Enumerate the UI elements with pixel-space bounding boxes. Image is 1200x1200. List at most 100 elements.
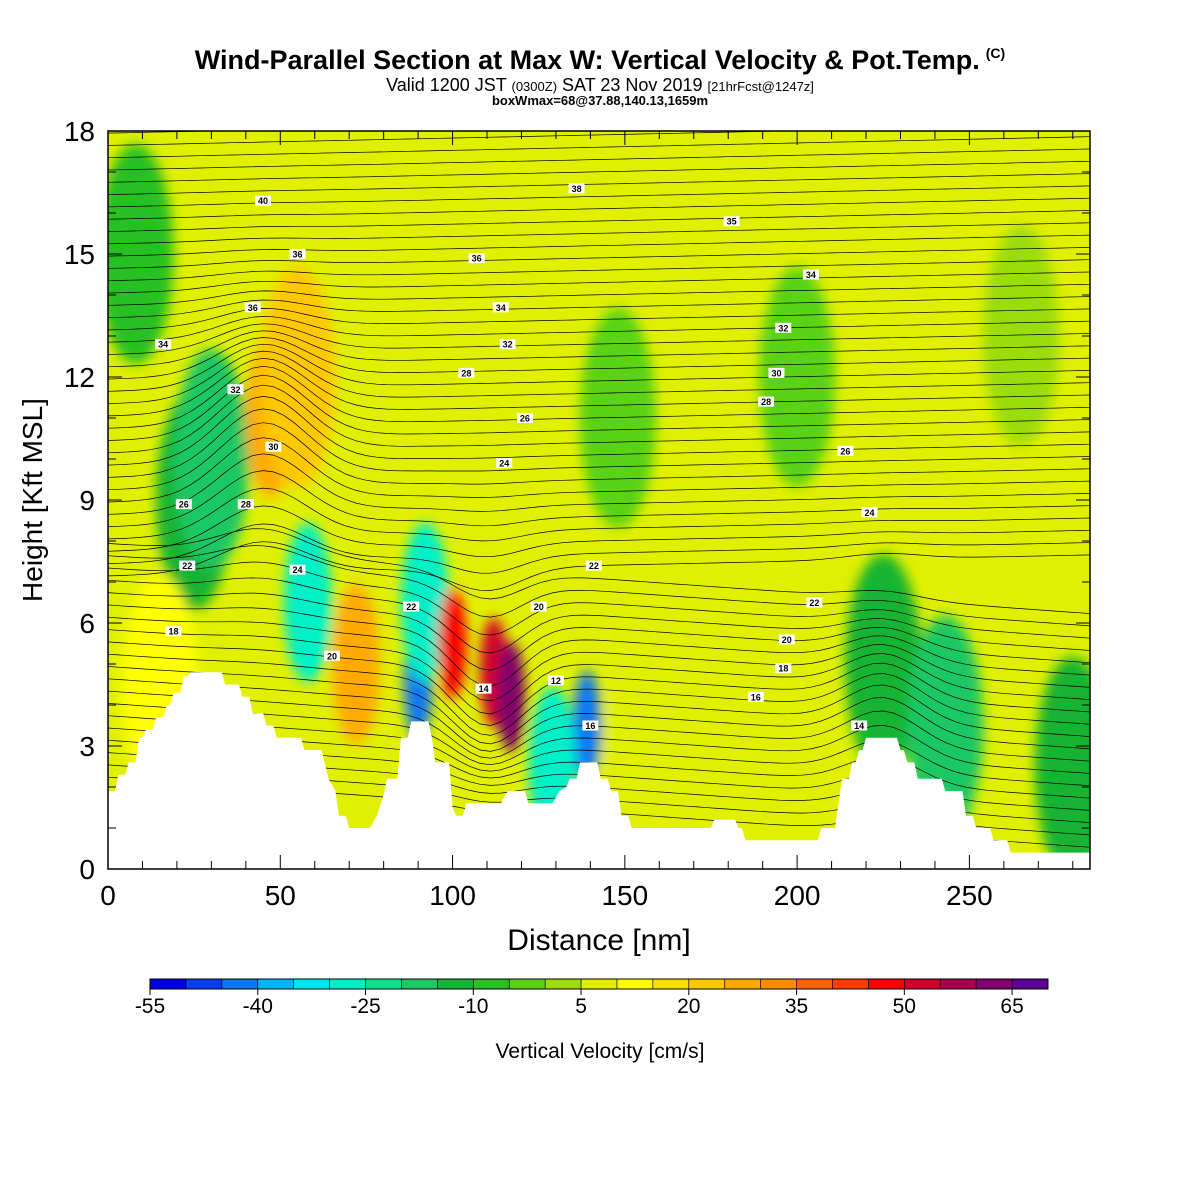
contour-label: 36 — [468, 253, 485, 264]
colorbar-tick-label: -40 — [243, 995, 273, 1018]
velocity-cell — [1034, 656, 1090, 869]
colorbar-swatch — [150, 979, 187, 989]
isentrope-line — [108, 308, 1090, 331]
svg-text:12: 12 — [551, 676, 561, 686]
contour-label: 24 — [861, 507, 878, 518]
velocity-cell — [707, 513, 784, 733]
x-tick-label: 250 — [946, 880, 993, 911]
colorbar-swatch — [185, 979, 223, 989]
contour-label: 36 — [244, 302, 261, 313]
colorbar-swatch — [437, 979, 474, 989]
velocity-cell — [173, 349, 250, 569]
svg-text:22: 22 — [182, 561, 192, 571]
svg-text:26: 26 — [520, 414, 530, 424]
chart-title: Wind-Parallel Section at Max W: Vertical… — [0, 45, 1200, 76]
isentrope-line — [108, 365, 1090, 429]
colorbar-tick-label: 35 — [785, 995, 808, 1018]
contour-label: 32 — [499, 339, 516, 350]
contour-label: 28 — [758, 396, 775, 407]
contour-label: 30 — [265, 441, 282, 452]
isentrope-line — [108, 136, 1090, 159]
colorbar-swatch — [976, 979, 1013, 989]
svg-text:18: 18 — [168, 627, 178, 637]
isentrope-line — [108, 374, 1090, 441]
isentrope-line — [108, 629, 1090, 715]
svg-text:34: 34 — [158, 340, 168, 350]
contour-label: 32 — [775, 322, 792, 333]
isentrope-line — [108, 396, 1090, 466]
contour-label: 18 — [775, 663, 792, 674]
isentrope-line — [108, 316, 1090, 343]
contour-label: 16 — [747, 691, 764, 702]
velocity-cell — [438, 588, 467, 699]
contour-label: 38 — [568, 183, 585, 194]
svg-text:24: 24 — [293, 565, 303, 575]
isentrope-line — [108, 545, 1090, 627]
contour-labels: 40 36 36 34 32 30 26 22 18 28 24 20 22 14 16 20 22 24 26 28… — [155, 183, 878, 731]
terrain — [108, 672, 1090, 869]
y-tick-label: 9 — [79, 485, 95, 516]
isentrope-line — [108, 561, 1090, 639]
svg-text:34: 34 — [806, 270, 816, 280]
isentrope-line — [108, 337, 1090, 380]
isentrope-line — [108, 616, 1090, 702]
contour-label: 22 — [403, 601, 420, 612]
colorbar-swatch — [904, 979, 941, 989]
colorbar-swatch — [796, 979, 833, 989]
colorbar-swatch — [724, 979, 762, 989]
colorbar-tick-label: -10 — [458, 995, 488, 1018]
y-tick-label: 6 — [79, 608, 95, 639]
isentrope-line — [108, 343, 1090, 392]
isentrope-line — [108, 197, 1090, 220]
colorbar-tick-label: 20 — [677, 995, 700, 1018]
isentrope-line — [108, 592, 1090, 671]
velocity-cell — [407, 131, 484, 282]
x-axis-label: Distance [nm] — [507, 924, 690, 957]
svg-text:36: 36 — [248, 303, 258, 313]
isentrope-line — [108, 271, 1090, 294]
colorbar-tick-label: 65 — [1000, 995, 1023, 1018]
svg-text:40: 40 — [258, 196, 268, 206]
isentrope-line — [108, 357, 1090, 417]
svg-text:14: 14 — [479, 684, 489, 694]
svg-text:16: 16 — [585, 721, 595, 731]
svg-text:28: 28 — [761, 397, 771, 407]
contour-label: 30 — [768, 367, 785, 378]
velocity-cell — [983, 226, 1060, 446]
colorbar-swatch — [688, 979, 726, 989]
isentrope-line — [108, 160, 1090, 183]
colorbar-swatch — [509, 979, 546, 989]
svg-text:20: 20 — [327, 651, 337, 661]
contour-label: 14 — [851, 720, 868, 731]
contour-label: 20 — [778, 634, 795, 645]
svg-text:36: 36 — [472, 254, 482, 264]
svg-text:28: 28 — [461, 368, 471, 378]
velocity-cell — [283, 522, 332, 683]
contour-label: 24 — [496, 458, 513, 469]
colorbar-swatch — [760, 979, 798, 989]
contour-label: 26 — [175, 499, 192, 510]
svg-text:14: 14 — [854, 721, 864, 731]
isentrope-line — [108, 408, 1090, 478]
colorbar-swatch — [221, 979, 259, 989]
isentrope-line — [108, 666, 1090, 745]
colorbar-swatch — [329, 979, 367, 989]
colorbar-swatch — [652, 979, 690, 989]
isentrope-line — [108, 528, 1090, 614]
isentrope-line — [108, 653, 1090, 736]
svg-text:24: 24 — [864, 508, 874, 518]
colorbar-swatch — [581, 979, 618, 989]
isentrope-line — [108, 185, 1090, 208]
svg-text:24: 24 — [499, 459, 509, 469]
valid-prefix: Valid 1200 JST — [386, 75, 507, 95]
velocity-cell — [845, 554, 922, 774]
colorbar-tick-label: -55 — [135, 995, 165, 1018]
isentrope-line — [108, 222, 1090, 245]
y-tick-label: 15 — [64, 239, 95, 270]
contour-label: 22 — [806, 597, 823, 608]
svg-text:16: 16 — [751, 692, 761, 702]
colorbar-label: Vertical Velocity [cm/s] — [496, 1040, 705, 1063]
svg-text:20: 20 — [782, 635, 792, 645]
isentrope-line — [108, 422, 1090, 491]
